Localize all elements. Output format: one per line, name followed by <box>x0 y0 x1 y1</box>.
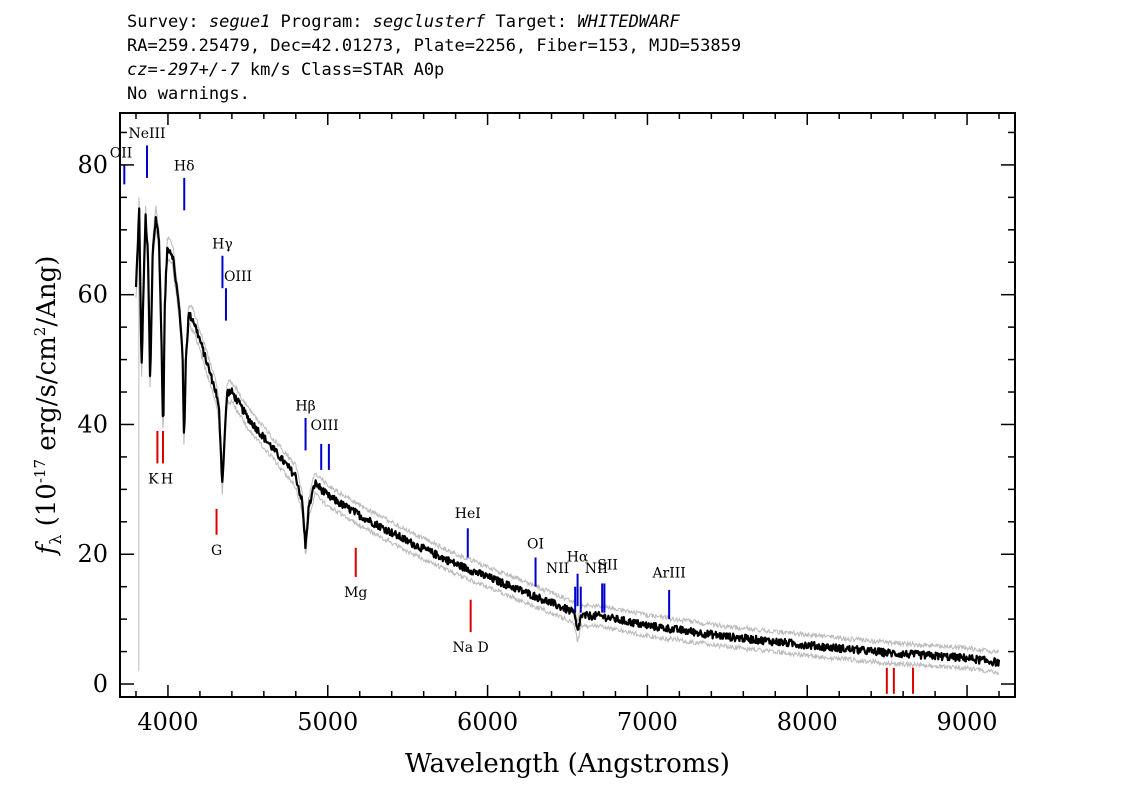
header-line-3: cz=-297+/-7 km/s Class=STAR A0p <box>127 58 741 82</box>
spectrum-header: Survey: segue1 Program: segclusterf Targ… <box>127 10 741 106</box>
emission-line-label: ArIII <box>651 565 685 581</box>
x-tick-label: 8000 <box>777 708 838 736</box>
y-tick-label: 0 <box>93 670 108 698</box>
header-line-2: RA=259.25479, Dec=42.01273, Plate=2256, … <box>127 36 742 56</box>
emission-line-label: Hβ <box>295 399 315 415</box>
header-line-4: No warnings. <box>127 84 250 104</box>
header-line-1: Survey: segue1 Program: segclusterf Targ… <box>127 10 741 34</box>
y-tick-label: 80 <box>77 151 108 179</box>
spectrum-series <box>134 207 1001 667</box>
emission-line-label: SII <box>597 558 618 574</box>
x-tick-label: 7000 <box>617 708 678 736</box>
y-tick-label: 40 <box>77 410 108 438</box>
x-tick-label: 9000 <box>937 708 998 736</box>
emission-line-label: OIII <box>224 269 252 285</box>
emission-line-label: NII <box>585 561 608 577</box>
y-tick-label: 20 <box>77 540 108 568</box>
noise-upper <box>135 200 1000 655</box>
x-tick-label: 5000 <box>297 708 358 736</box>
noise-lower <box>135 219 999 676</box>
y-tick-label: 60 <box>77 281 108 309</box>
absorption-line-label: K <box>148 471 159 487</box>
absorption-line-label: Mg <box>344 585 367 601</box>
x-axis-title: Wavelength (Angstroms) <box>405 749 730 779</box>
absorption-line-label: Na D <box>453 640 489 656</box>
program-value: segclusterf <box>372 12 486 32</box>
plot-frame <box>119 112 1016 698</box>
x-tick-label: 4000 <box>137 708 198 736</box>
survey-label: Survey: <box>127 12 209 32</box>
emission-line-label: NeIII <box>128 126 165 142</box>
spectrum-line <box>134 207 1001 667</box>
emission-line-label: NII <box>546 561 569 577</box>
emission-line-label: Hδ <box>174 159 195 175</box>
emission-line-label: Hγ <box>212 237 233 253</box>
emission-line-label: OII <box>110 146 133 162</box>
survey-value: segue1 <box>208 12 271 32</box>
y-axis-title: fλ (10-17 erg/s/cm2/Ang) <box>31 256 65 557</box>
emission-line-label: Hα <box>567 549 589 565</box>
redshift-value: cz=-297+/-7 <box>127 60 240 80</box>
absorption-line-label: H <box>161 471 173 487</box>
class-value: km/s Class=STAR A0p <box>239 60 445 80</box>
target-label: Target: <box>485 12 578 32</box>
noise-band <box>135 197 1000 676</box>
axis-ticks: 4000 5000 6000 7000 8000 9000 0 20 40 60 80 <box>77 113 1015 736</box>
emission-line-label: OI <box>527 536 544 552</box>
emission-line-label: HeI <box>455 506 481 522</box>
target-value: WHITEDWARF <box>577 12 680 32</box>
absorption-line-label: G <box>211 543 222 559</box>
x-tick-label: 6000 <box>457 708 518 736</box>
program-label: Program: <box>270 12 373 32</box>
emission-line-label: OIII <box>311 418 339 434</box>
